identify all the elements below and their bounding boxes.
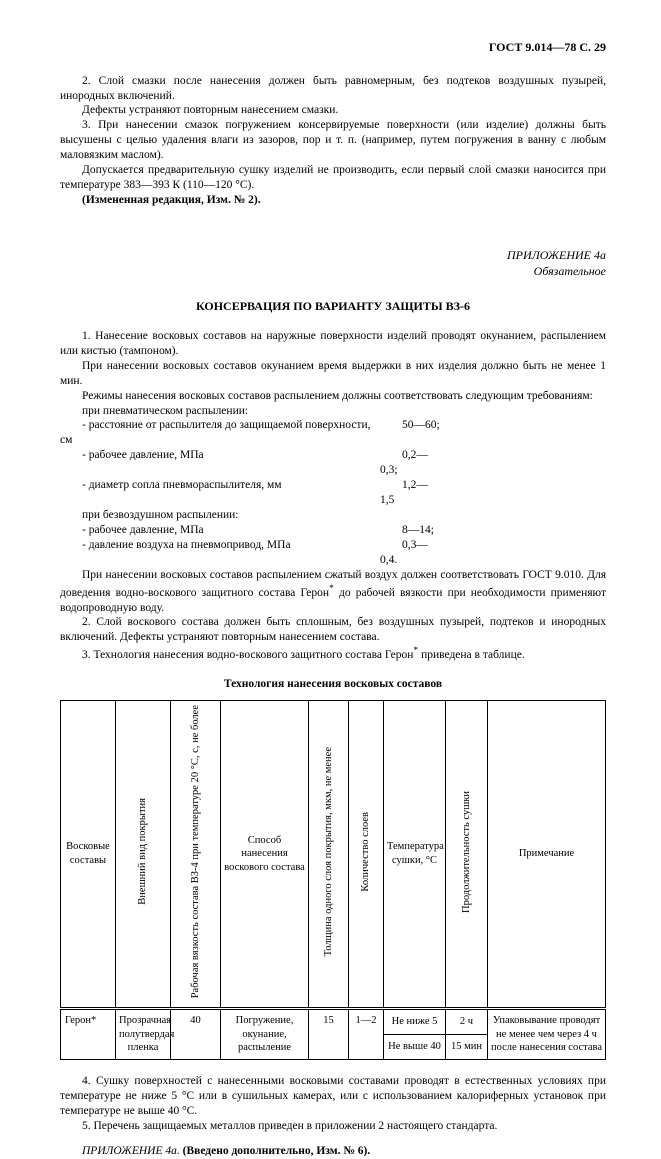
table-row: Герон* Прозрачная полутвердая пленка 40 … [61, 1008, 606, 1034]
th-c3-text: Рабочая вязкость состава ВЗ-4 при темпер… [190, 705, 202, 998]
td-c7a: Не ниже 5 [384, 1008, 446, 1034]
th-c5-text: Толщина одного слоя покрытия, мкм, не ме… [323, 747, 335, 956]
page-header: ГОСТ 9.014—78 С. 29 [60, 40, 606, 56]
appendix-line2: Обязательное [60, 264, 606, 280]
para-top-4: Допускается предварительную сушку издели… [60, 163, 606, 193]
td-c6: 1—2 [349, 1008, 384, 1059]
td-c4: Погружение, окунание, распыление [221, 1008, 309, 1059]
th-c9: Примечание [488, 701, 606, 1009]
appendix-label: ПРИЛОЖЕНИЕ 4а Обязательное [60, 248, 606, 279]
param-row: - диаметр сопла пневмораспылителя, мм 1,… [60, 478, 606, 508]
param-value: 1,2—1,5 [380, 478, 440, 508]
wax-table: Восковые составы Внешний вид покрытия Ра… [60, 700, 606, 1060]
td-c2: Прозрачная полутвердая пленка [116, 1008, 171, 1059]
td-c3: 40 [171, 1008, 221, 1059]
param-label: - расстояние от распылителя до защищаемо… [60, 418, 380, 448]
param-label: - диаметр сопла пневмораспылителя, мм [60, 478, 380, 508]
param-row: - давление воздуха на пневмопривод, МПа … [60, 538, 606, 568]
param-row: - рабочее давление, МПа 8—14; [60, 523, 606, 538]
param-value: 0,3—0,4. [380, 538, 440, 568]
bottom-p3a: ПРИЛОЖЕНИЕ 4а. [82, 1145, 180, 1157]
bottom-p3b: (Введено дополнительно, Изм. № 6). [183, 1145, 371, 1157]
mid-p6b: приведена в таблице. [418, 649, 525, 661]
bottom-p1: 4. Сушку поверхностей с нанесенными воск… [60, 1074, 606, 1119]
mid-p2: При нанесении восковых составов окунание… [60, 359, 606, 389]
th-c4: Способ нанесения воскового состава [221, 701, 309, 1009]
param-label: - рабочее давление, МПа [60, 523, 380, 538]
param-value: 50—60; [380, 418, 440, 448]
para-top-2: Дефекты устраняют повторным нанесением с… [60, 103, 606, 118]
mid-p5: 2. Слой воскового состава должен быть сп… [60, 615, 606, 645]
th-c8: Продолжительность сушки [446, 701, 488, 1009]
param-label: - давление воздуха на пневмопривод, МПа [60, 538, 380, 568]
table-head-row: Восковые составы Внешний вид покрытия Ра… [61, 701, 606, 1009]
td-c5: 15 [309, 1008, 349, 1059]
para-top-3: 3. При нанесении смазок погружением конс… [60, 118, 606, 163]
bottom-p2: 5. Перечень защищаемых металлов приведен… [60, 1119, 606, 1134]
mid-p1: 1. Нанесение восковых составов на наружн… [60, 329, 606, 359]
mid-p6: 3. Технология нанесения водно-воскового … [60, 645, 606, 663]
bottom-p3: ПРИЛОЖЕНИЕ 4а. (Введено дополнительно, И… [60, 1144, 606, 1159]
td-c1: Герон* [61, 1008, 116, 1059]
th-c2-text: Внешний вид покрытия [137, 798, 149, 905]
param-row: - расстояние от распылителя до защищаемо… [60, 418, 606, 448]
th-c6: Количество слоев [349, 701, 384, 1009]
param-value: 8—14; [380, 523, 440, 538]
mid-p6a: 3. Технология нанесения водно-воскового … [82, 649, 413, 661]
th-c7: Температура сушки, °С [384, 701, 446, 1009]
table-title: Технология нанесения восковых составов [60, 677, 606, 692]
mid-r0: при пневматическом распылении: [60, 404, 606, 419]
th-c2: Внешний вид покрытия [116, 701, 171, 1009]
mid-p4: При нанесении восковых составов распылен… [60, 568, 606, 616]
td-c9: Упаковывание проводят не менее чем через… [488, 1008, 606, 1059]
para-top-5: (Измененная редакция, Изм. № 2). [60, 193, 606, 208]
mid-r1: при безвоздушном распылении: [60, 508, 606, 523]
td-c7b: Не выше 40 [384, 1034, 446, 1059]
param-row: - рабочее давление, МПа 0,2—0,3; [60, 448, 606, 478]
appendix-line1: ПРИЛОЖЕНИЕ 4а [60, 248, 606, 264]
td-c8a: 2 ч [446, 1008, 488, 1034]
td-c8b: 15 мин [446, 1034, 488, 1059]
th-c6-text: Количество слоев [360, 812, 372, 892]
mid-p3: Режимы нанесения восковых составов распы… [60, 389, 606, 404]
th-c5: Толщина одного слоя покрытия, мкм, не ме… [309, 701, 349, 1009]
para-top-1: 2. Слой смазки после нанесения должен бы… [60, 74, 606, 104]
section-title: КОНСЕРВАЦИЯ ПО ВАРИАНТУ ЗАЩИТЫ ВЗ-6 [60, 299, 606, 315]
th-c1: Восковые составы [61, 701, 116, 1009]
param-label: - рабочее давление, МПа [60, 448, 380, 478]
th-c8-text: Продолжительность сушки [461, 791, 473, 913]
param-value: 0,2—0,3; [380, 448, 440, 478]
th-c3: Рабочая вязкость состава ВЗ-4 при темпер… [171, 701, 221, 1009]
